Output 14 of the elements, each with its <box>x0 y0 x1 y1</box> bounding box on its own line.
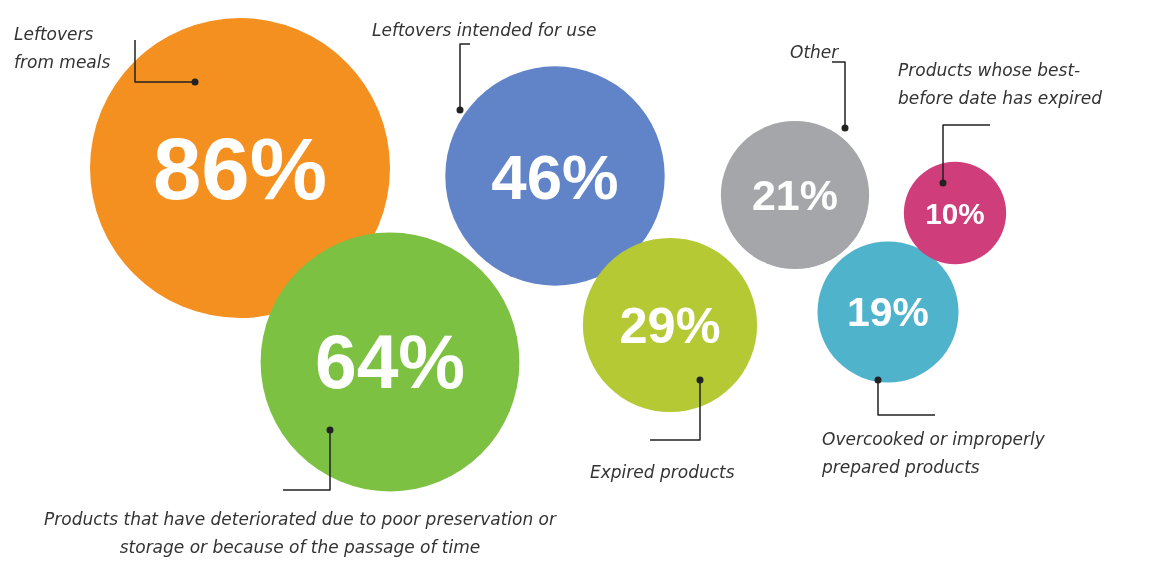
data-label: 10% <box>925 196 985 230</box>
data-label: 46% <box>491 140 619 212</box>
category-label: Products that have deteriorated due to poor preservation or storage or because of the passage of time <box>43 508 558 559</box>
category-label: Other <box>790 41 840 64</box>
category-label: Leftovers intended for use <box>372 19 598 42</box>
data-label: 29% <box>619 296 721 354</box>
data-label: 86% <box>152 119 328 217</box>
data-label: 21% <box>751 171 839 219</box>
category-label: Leftovers from meals <box>14 23 112 74</box>
data-label: 64% <box>314 320 466 404</box>
data-label: 19% <box>847 289 929 335</box>
category-label: Overcooked or improperly prepared products <box>822 428 1046 479</box>
category-label: Expired products <box>590 461 736 484</box>
category-label: Products whose best-before date has expired <box>898 59 1103 110</box>
